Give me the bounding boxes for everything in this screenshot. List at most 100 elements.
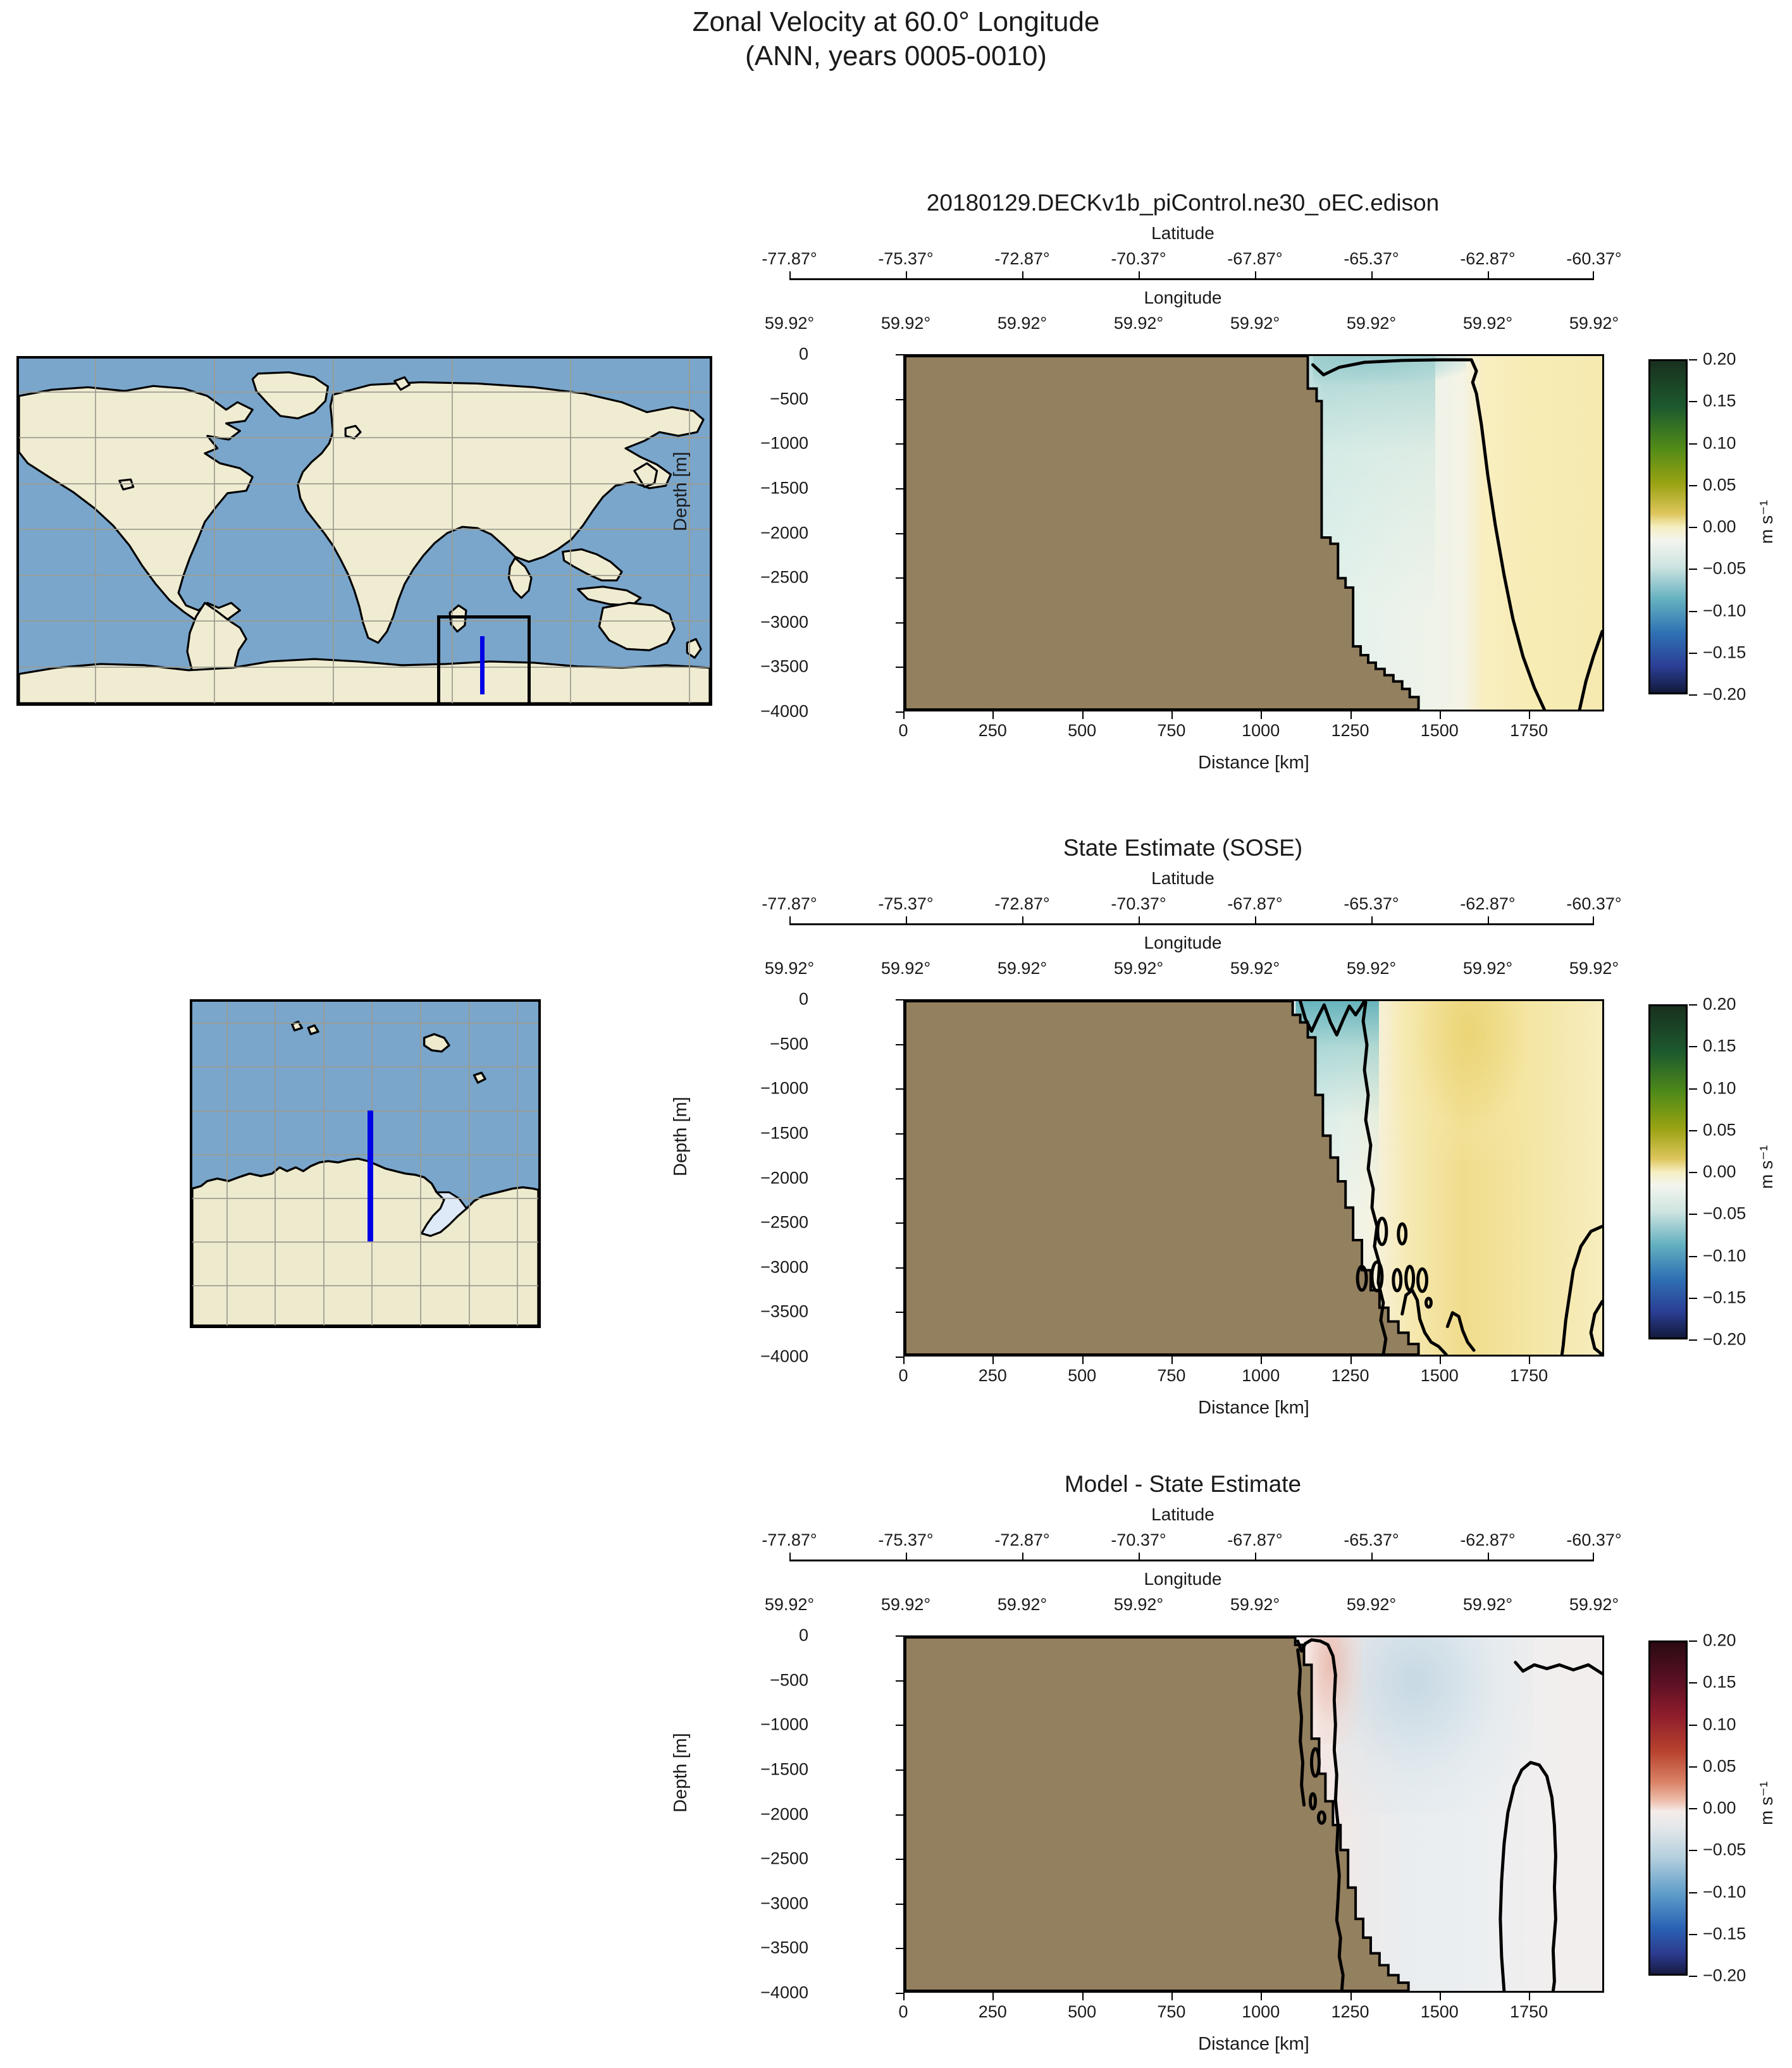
lat-tick: -75.37°	[878, 894, 934, 913]
panel-model-yticks: 0 −500 −1000 −1500 −2000 −2500 −3000 −35…	[701, 345, 808, 721]
xtick: 1250	[1331, 721, 1369, 740]
xtick: 1000	[1242, 2002, 1280, 2021]
xtick: 750	[1157, 721, 1186, 740]
xtick: 1750	[1510, 721, 1548, 740]
cbtick: 0.00	[1703, 1798, 1736, 1818]
ytick: −1500	[760, 478, 808, 498]
lat-tick: -72.87°	[994, 894, 1050, 913]
ytick: −1500	[760, 1123, 808, 1143]
lon-tick: 59.92°	[764, 959, 815, 978]
ytick: −2000	[760, 1168, 808, 1187]
ytick: −2500	[760, 1849, 808, 1868]
ytick: −2000	[760, 1804, 808, 1823]
xtick: 1750	[1510, 1366, 1548, 1385]
panel-sose-title: State Estimate (SOSE)	[1063, 835, 1303, 861]
cbtick: −0.10	[1703, 1882, 1746, 1901]
panel-difference-plot-area[interactable]	[903, 1635, 1604, 1993]
panel-sose-colorbar[interactable]	[1648, 1004, 1688, 1339]
panel-model-xlabel: Distance [km]	[1198, 753, 1309, 773]
lat-tick: -65.37°	[1344, 249, 1399, 268]
world-map-landmasses	[19, 371, 710, 703]
xtick: 500	[1068, 2002, 1097, 2021]
panel-model-ylabel: Depth [m]	[670, 452, 691, 531]
cbtick: 0.15	[1703, 1672, 1736, 1692]
ytick: −1000	[760, 1714, 808, 1734]
panel-sose-contour-lines	[1299, 1001, 1602, 1355]
panel-model: 20180129.DECKv1b_piControl.ne30_oEC.edis…	[670, 190, 1784, 773]
cbtick: −0.15	[1703, 643, 1746, 662]
xtick: 1750	[1510, 2002, 1548, 2021]
cbtick: 0.15	[1703, 391, 1736, 410]
xtick: 500	[1068, 721, 1097, 740]
lat-tick: -60.37°	[1566, 894, 1622, 913]
ytick: −4000	[760, 1346, 808, 1366]
cbtick: −0.10	[1703, 1246, 1746, 1265]
panel-difference-longitude-ticks: 59.92° 59.92° 59.92° 59.92° 59.92° 59.92…	[746, 1595, 1619, 1616]
panel-model-latitude-axis-line	[789, 271, 1594, 280]
panel-difference-bathymetry-mask	[905, 1637, 1410, 1991]
lon-tick: 59.92°	[1569, 1595, 1619, 1614]
panel-difference-colorbar[interactable]	[1648, 1640, 1688, 1976]
xtick: 1500	[1420, 721, 1459, 740]
panel-sose-bathymetry-mask	[905, 1001, 1420, 1355]
lat-tick: -67.87°	[1227, 894, 1283, 913]
ytick: −3000	[760, 1893, 808, 1913]
cbtick: −0.20	[1703, 1329, 1746, 1349]
lon-tick: 59.92°	[1346, 1595, 1397, 1614]
panel-sose: State Estimate (SOSE) Latitude -77.87° -…	[670, 835, 1784, 1418]
region-map-inset[interactable]	[190, 999, 541, 1328]
cbtick: 0.00	[1703, 1162, 1736, 1181]
lat-tick: -70.37°	[1111, 1530, 1166, 1549]
panel-sose-xlabel: Distance [km]	[1198, 1398, 1309, 1418]
lat-tick: -60.37°	[1566, 249, 1622, 268]
ytick: −1000	[760, 433, 808, 453]
panel-model-colorbar[interactable]	[1648, 359, 1688, 694]
cbtick: 0.05	[1703, 1756, 1736, 1776]
cbtick: 0.20	[1703, 349, 1736, 369]
xtick: 1000	[1242, 721, 1280, 740]
ytick: −500	[770, 389, 808, 409]
ytick: −1500	[760, 1759, 808, 1779]
panel-difference-longitude-axis-label: Longitude	[1144, 1569, 1222, 1589]
cbtick: −0.20	[1703, 684, 1746, 704]
ytick: −500	[770, 1670, 808, 1690]
panel-sose-plot-area[interactable]	[903, 999, 1604, 1357]
cbtick: 0.10	[1703, 1078, 1736, 1097]
xtick: 0	[898, 2002, 908, 2021]
cbtick: 0.10	[1703, 1714, 1736, 1733]
lon-tick: 59.92°	[1346, 314, 1397, 333]
xtick: 1250	[1331, 2002, 1369, 2021]
cbtick: 0.05	[1703, 1120, 1736, 1140]
xtick: 250	[978, 2002, 1007, 2021]
lon-tick: 59.92°	[997, 1595, 1047, 1614]
panel-difference-title: Model - State Estimate	[1064, 1471, 1302, 1497]
cbtick: 0.20	[1703, 994, 1736, 1014]
panel-sose-latitude-axis-line	[789, 916, 1594, 925]
cbtick: 0.20	[1703, 1630, 1736, 1650]
lat-tick: -77.87°	[762, 249, 817, 268]
ytick: −3500	[760, 1302, 808, 1321]
lon-tick: 59.92°	[1462, 314, 1513, 333]
ytick: −4000	[760, 701, 808, 721]
lon-tick: 59.92°	[997, 959, 1047, 978]
lon-tick: 59.92°	[1346, 959, 1397, 978]
panel-sose-latitude-axis-label: Latitude	[1151, 868, 1214, 888]
lon-tick: 59.92°	[1113, 314, 1164, 333]
world-map-inset[interactable]	[16, 356, 712, 706]
panel-difference-ylabel: Depth [m]	[670, 1733, 691, 1813]
ytick: −2500	[760, 1212, 808, 1232]
lat-tick: -72.87°	[994, 1530, 1050, 1549]
panel-difference-negative-interior-anomaly	[1337, 1637, 1533, 1814]
ytick: 0	[798, 344, 808, 364]
cbtick: 0.15	[1703, 1036, 1736, 1056]
ice-shelf	[420, 1191, 468, 1237]
figure-title-line1: Zonal Velocity at 60.0° Longitude	[692, 6, 1100, 37]
panel-sose-latitude-ticks: -77.87° -75.37° -72.87° -70.37° -67.87° …	[746, 894, 1621, 916]
xtick: 750	[1157, 1366, 1186, 1385]
world-map-transect-line	[480, 636, 485, 695]
xtick: 1250	[1331, 1366, 1369, 1385]
lon-tick: 59.92°	[881, 1595, 931, 1614]
ytick: −3500	[760, 1938, 808, 1957]
panel-model-plot-area[interactable]	[903, 354, 1604, 711]
ytick: −4000	[760, 1983, 808, 2002]
